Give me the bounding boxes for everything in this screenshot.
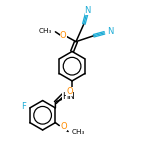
Text: N: N: [107, 27, 114, 36]
Text: O: O: [60, 31, 67, 40]
Text: O: O: [66, 87, 73, 96]
Text: N: N: [85, 6, 91, 15]
Text: HN: HN: [62, 92, 74, 101]
Text: F: F: [21, 102, 26, 111]
Text: CH₃: CH₃: [72, 130, 85, 135]
Text: CH₃: CH₃: [39, 28, 52, 34]
Text: O: O: [60, 122, 67, 131]
